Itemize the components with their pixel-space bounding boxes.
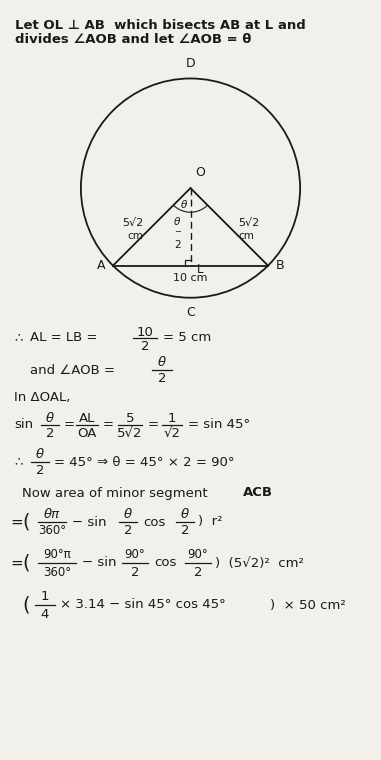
Text: θ: θ [174, 217, 181, 226]
Text: θ: θ [181, 508, 189, 521]
Text: cos: cos [143, 515, 165, 528]
Text: sin: sin [14, 419, 33, 432]
Text: L: L [197, 264, 203, 277]
Text: 5√2: 5√2 [117, 426, 143, 439]
Text: 2: 2 [36, 464, 44, 477]
Text: )  r²: ) r² [198, 515, 223, 528]
Text: )  × 50 cm²: ) × 50 cm² [270, 599, 346, 612]
Text: O: O [195, 166, 205, 179]
Text: In ΔOAL,: In ΔOAL, [14, 391, 70, 404]
Text: 90°π: 90°π [43, 549, 71, 562]
Text: θ: θ [124, 508, 132, 521]
Text: Let OL ⊥ AB  which bisects AB at L and: Let OL ⊥ AB which bisects AB at L and [15, 19, 306, 32]
Text: OA: OA [77, 426, 97, 439]
Text: AL = LB =: AL = LB = [30, 331, 98, 344]
Text: = 45° ⇒ θ = 45° × 2 = 90°: = 45° ⇒ θ = 45° × 2 = 90° [54, 455, 234, 468]
Text: =: = [64, 419, 75, 432]
Text: 360°: 360° [43, 565, 71, 578]
Text: − sin: − sin [82, 556, 117, 569]
Text: cos: cos [154, 556, 176, 569]
Text: × 3.14 − sin 45° cos 45°: × 3.14 − sin 45° cos 45° [60, 599, 226, 612]
Text: 10: 10 [136, 325, 154, 338]
Text: 5√2: 5√2 [122, 217, 143, 227]
Text: 90°: 90° [187, 549, 208, 562]
Text: Now area of minor segment: Now area of minor segment [22, 486, 212, 499]
Text: 2: 2 [131, 565, 139, 578]
Text: 5: 5 [126, 411, 134, 425]
Text: 90°: 90° [125, 549, 146, 562]
Text: ∴: ∴ [14, 331, 22, 344]
Text: 360°: 360° [38, 524, 66, 537]
Text: θ: θ [181, 200, 187, 210]
Text: and ∠AOB =: and ∠AOB = [30, 363, 115, 376]
Text: ACB: ACB [243, 486, 273, 499]
Text: =: = [10, 556, 23, 571]
Text: =: = [148, 419, 159, 432]
Text: − sin: − sin [72, 515, 107, 528]
Text: 2: 2 [181, 524, 189, 537]
Text: 2: 2 [158, 372, 166, 385]
Text: θ: θ [158, 356, 166, 369]
Text: =: = [103, 419, 114, 432]
Text: =: = [10, 515, 23, 530]
Text: A: A [97, 259, 105, 272]
Text: 1: 1 [168, 411, 176, 425]
Text: D: D [186, 57, 195, 70]
Text: cm: cm [127, 230, 143, 241]
Text: θπ: θπ [44, 508, 60, 521]
Text: C: C [186, 306, 195, 319]
Text: 2: 2 [124, 524, 132, 537]
Text: cm: cm [238, 230, 254, 241]
Text: 10 cm: 10 cm [173, 274, 208, 283]
Text: 1: 1 [41, 591, 49, 603]
Text: = sin 45°: = sin 45° [188, 419, 250, 432]
Text: ─: ─ [175, 226, 180, 236]
Text: 2: 2 [174, 240, 181, 250]
Text: B: B [276, 259, 284, 272]
Text: √2: √2 [163, 426, 181, 439]
Text: divides ∠AOB and let ∠AOB = θ: divides ∠AOB and let ∠AOB = θ [15, 33, 251, 46]
Text: 2: 2 [194, 565, 202, 578]
Text: (: ( [22, 553, 29, 572]
Text: )  (5√2)²  cm²: ) (5√2)² cm² [215, 556, 304, 569]
Text: AL: AL [79, 411, 95, 425]
Text: = 5 cm: = 5 cm [163, 331, 211, 344]
Text: θ: θ [46, 411, 54, 425]
Text: ∴: ∴ [14, 455, 22, 468]
Text: 2: 2 [141, 340, 149, 353]
Text: θ: θ [36, 448, 44, 461]
Text: 2: 2 [46, 426, 54, 439]
Text: 5√2: 5√2 [238, 217, 259, 227]
Text: 4: 4 [41, 607, 49, 620]
Text: (: ( [22, 596, 29, 615]
Text: (: ( [22, 512, 29, 531]
